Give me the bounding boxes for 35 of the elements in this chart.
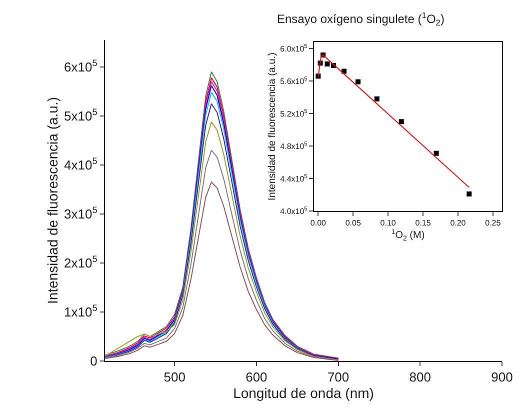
x-axis-title: Longitud de onda (nm): [233, 385, 374, 401]
x-axis-title: $^{1}$O$_{2}$ (M): [391, 229, 425, 242]
y-tick-label: 4.4x10$^{5}$: [280, 174, 308, 184]
y-tick-label: 5.2x10$^{5}$: [280, 108, 308, 118]
point: [356, 79, 361, 84]
x-tick-label: 900: [491, 370, 513, 385]
y-tick-label: 6.0x10$^{5}$: [280, 44, 308, 54]
x-tick-label: 0.25: [485, 218, 502, 228]
x-tick-label: 800: [409, 370, 431, 385]
y-axis-title: Intensidad de fluorescencia (a.u.): [267, 52, 278, 200]
x-tick-label: 0.15: [415, 218, 432, 228]
point: [324, 61, 330, 66]
y-tick-label: 4x10$^{5}$: [64, 156, 98, 173]
y-tick-label: 4.0x10$^{5}$: [280, 206, 308, 216]
x-tick-label: 0.00: [310, 218, 327, 228]
x-tick-label: 500: [164, 370, 186, 385]
point: [374, 96, 380, 102]
y-tick-label: 6x10$^{5}$: [64, 58, 98, 74]
x-tick-label: 700: [327, 370, 350, 385]
x-tick-label: 0.20: [450, 218, 466, 228]
y-tick-label: 0: [90, 354, 98, 369]
y-tick-label: 1x10$^{5}$: [64, 303, 98, 320]
y-tick-label: 5.6x10$^{5}$: [280, 76, 308, 86]
y-axis-title: Intensidad de fluorescencia (a.u.): [44, 96, 61, 304]
y-tick-label: 5x10$^{5}$: [64, 107, 98, 124]
x-tick-label: 0.10: [380, 218, 396, 228]
point: [398, 119, 404, 124]
x-tick-label: 0.05: [345, 218, 362, 228]
y-tick-label: 4.8x10$^{5}$: [280, 141, 308, 151]
x-tick-label: 600: [246, 370, 268, 385]
point: [466, 191, 472, 196]
chart-title: Ensayo oxígeno singulete ($^{1}$O$_{2}$): [277, 10, 444, 28]
y-tick-label: 2x10$^{5}$: [64, 254, 98, 271]
y-tick-label: 3x10$^{5}$: [64, 205, 98, 222]
point: [434, 150, 439, 156]
